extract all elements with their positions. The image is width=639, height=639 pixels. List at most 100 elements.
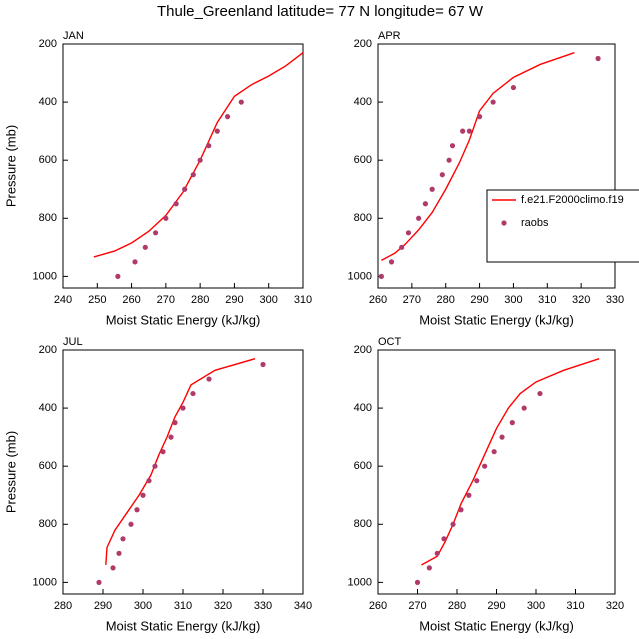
x-tick-label: 270 [403, 294, 421, 306]
x-tick-label: 260 [369, 294, 387, 306]
data-point [146, 478, 152, 484]
plot-frame [62, 349, 304, 595]
x-tick-label: 280 [437, 294, 455, 306]
x-tick-label: 310 [538, 294, 556, 306]
data-point [173, 201, 179, 207]
x-tick-label: 290 [94, 600, 112, 612]
x-tick-label: 330 [254, 600, 272, 612]
x-tick-label: 340 [294, 600, 312, 612]
data-point [490, 99, 496, 105]
x-tick-label: 310 [174, 600, 192, 612]
data-point [197, 157, 203, 163]
data-point [434, 550, 440, 556]
y-tick-label: 800 [39, 518, 57, 530]
data-point [206, 376, 212, 382]
data-point [595, 55, 601, 62]
x-axis-label: Moist Static Energy (kJ/kg) [419, 618, 574, 633]
legend-label: raobs [521, 217, 549, 229]
data-point [450, 521, 456, 527]
data-point [460, 128, 466, 134]
legend-box [486, 189, 639, 263]
x-tick-label: 260 [122, 294, 140, 306]
data-point [422, 201, 428, 207]
data-point [168, 434, 174, 440]
y-tick-label: 600 [39, 460, 57, 472]
x-tick-label: 240 [54, 294, 72, 306]
legend: f.e21.F2000climo.f19 raobs [486, 189, 639, 263]
x-tick-label: 320 [572, 294, 590, 306]
plot-area [414, 358, 600, 585]
x-tick-label: 280 [54, 600, 72, 612]
x-tick-label: 260 [369, 600, 387, 612]
x-tick-label: 290 [487, 600, 505, 612]
data-point [214, 128, 220, 134]
panel-label: OCT [378, 336, 402, 348]
data-point [260, 361, 266, 368]
y-tick-label: 400 [39, 96, 57, 108]
data-point [474, 478, 480, 484]
panel: 240 250 260 270 280 290 300 310 200 400 600 800 1000… [3, 30, 312, 328]
panel: 260 270 280 290 300 310 320 330 200 400 600 800 1000… [348, 30, 639, 327]
plot-area [93, 52, 303, 279]
data-point [441, 536, 447, 542]
x-tick-label: 290 [225, 294, 243, 306]
legend-label: f.e21.F2000climo.f19 [521, 194, 624, 206]
plot-frame [377, 349, 616, 595]
x-tick-label: 250 [88, 294, 106, 306]
panel-label: JAN [63, 30, 84, 42]
x-tick-label: 280 [448, 600, 466, 612]
plot-frame [62, 43, 304, 289]
y-tick-label: 600 [354, 460, 372, 472]
x-tick-label: 300 [504, 294, 522, 306]
data-point [152, 230, 159, 236]
data-point [180, 405, 186, 411]
x-tick-label: 300 [527, 600, 545, 612]
x-tick-label: 320 [214, 600, 232, 612]
x-tick-label: 300 [134, 600, 152, 612]
data-point [134, 507, 140, 513]
profile-line [105, 358, 256, 565]
y-tick-label: 1000 [348, 270, 372, 282]
y-axis-label: Pressure (mb) [3, 431, 18, 513]
data-point [224, 114, 231, 120]
data-point [190, 172, 196, 178]
data-point [466, 128, 473, 134]
data-point [132, 259, 138, 265]
data-point [499, 434, 505, 440]
data-point [399, 244, 405, 250]
x-tick-label: 290 [470, 294, 488, 306]
x-axis-label: Moist Static Energy (kJ/kg) [106, 618, 261, 633]
data-point [429, 186, 435, 192]
data-point [446, 157, 452, 163]
y-tick-label: 1000 [33, 576, 57, 588]
data-point [206, 143, 212, 149]
data-point [116, 550, 122, 556]
data-point [120, 536, 126, 542]
y-tick-label: 800 [354, 212, 372, 224]
data-point [414, 579, 421, 585]
data-point [449, 143, 456, 149]
y-tick-label: 200 [39, 38, 57, 50]
data-point [491, 449, 497, 455]
x-tick-label: 300 [260, 294, 278, 306]
y-tick-label: 600 [354, 154, 372, 166]
data-point [110, 565, 116, 571]
plot-frame [377, 43, 616, 289]
data-point [416, 215, 422, 221]
data-point [521, 405, 527, 411]
data-point [152, 463, 158, 469]
data-point [142, 244, 148, 250]
data-point [405, 230, 412, 236]
x-tick-label: 270 [408, 600, 426, 612]
y-tick-label: 400 [354, 402, 372, 414]
y-tick-label: 200 [354, 38, 372, 50]
y-tick-label: 600 [39, 154, 57, 166]
plot-area [378, 52, 601, 279]
x-tick-label: 320 [606, 600, 624, 612]
y-tick-label: 200 [354, 344, 372, 356]
x-tick-label: 310 [294, 294, 312, 306]
panel: 260 270 280 290 300 310 320 200 400 600 800 1000 OCT… [348, 336, 625, 634]
y-tick-label: 800 [354, 518, 372, 530]
legend-marker [501, 220, 507, 226]
